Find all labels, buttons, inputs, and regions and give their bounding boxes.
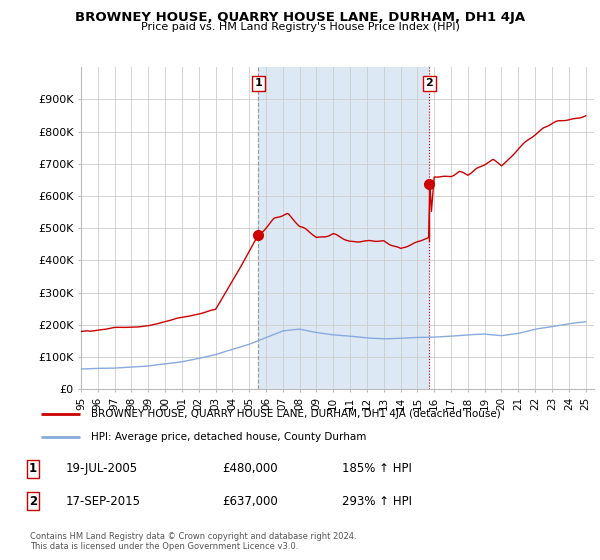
Text: 2: 2 — [29, 494, 37, 508]
Text: BROWNEY HOUSE, QUARRY HOUSE LANE, DURHAM, DH1 4JA (detached house): BROWNEY HOUSE, QUARRY HOUSE LANE, DURHAM… — [91, 409, 500, 419]
Text: Price paid vs. HM Land Registry's House Price Index (HPI): Price paid vs. HM Land Registry's House … — [140, 22, 460, 32]
Text: Contains HM Land Registry data © Crown copyright and database right 2024.: Contains HM Land Registry data © Crown c… — [30, 532, 356, 541]
Text: 2: 2 — [425, 78, 433, 88]
Bar — [258, 67, 430, 389]
Text: £637,000: £637,000 — [222, 494, 278, 508]
Text: HPI: Average price, detached house, County Durham: HPI: Average price, detached house, Coun… — [91, 432, 366, 442]
Text: This data is licensed under the Open Government Licence v3.0.: This data is licensed under the Open Gov… — [30, 542, 298, 551]
Text: BROWNEY HOUSE, QUARRY HOUSE LANE, DURHAM, DH1 4JA: BROWNEY HOUSE, QUARRY HOUSE LANE, DURHAM… — [75, 11, 525, 24]
Text: £480,000: £480,000 — [222, 462, 278, 475]
Text: 1: 1 — [29, 462, 37, 475]
Text: 185% ↑ HPI: 185% ↑ HPI — [342, 462, 412, 475]
Text: 19-JUL-2005: 19-JUL-2005 — [66, 462, 138, 475]
Text: 17-SEP-2015: 17-SEP-2015 — [66, 494, 141, 508]
Text: 293% ↑ HPI: 293% ↑ HPI — [342, 494, 412, 508]
Text: 1: 1 — [254, 78, 262, 88]
